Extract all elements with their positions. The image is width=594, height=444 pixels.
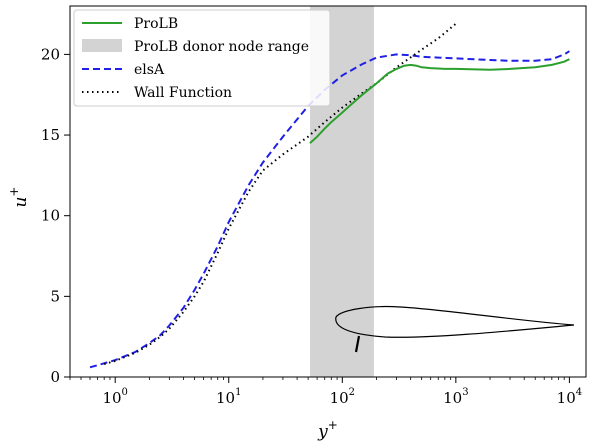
x-tick-label-base: 10 <box>557 389 576 407</box>
y-tick-label: 10 <box>41 207 60 225</box>
legend-label-prolb: ProLB <box>134 16 178 32</box>
airfoil-outline <box>335 305 575 338</box>
y-axis-label-sup: + <box>7 186 21 196</box>
x-axis-label-sup: + <box>328 418 338 432</box>
x-axis-label-base: y <box>317 422 328 442</box>
x-tick-label: 101 <box>216 387 241 407</box>
legend-label-donor-band: ProLB donor node range <box>134 39 309 55</box>
series-line-prolb <box>309 58 570 144</box>
legend-box <box>73 9 331 107</box>
legend-label-elsA: elsA <box>134 62 165 78</box>
x-axis-ticks: 100 101 102 103 104 <box>69 377 582 407</box>
x-tick-label-base: 10 <box>102 389 121 407</box>
x-tick-label-exp: 3 <box>462 387 468 398</box>
legend: ProLB ProLB donor node range elsA Wall F… <box>73 9 331 107</box>
legend-label-wall-function: Wall Function <box>134 85 232 101</box>
x-tick-label: 102 <box>330 387 355 407</box>
y-tick-label: 15 <box>41 126 60 144</box>
x-tick-label: 100 <box>102 387 127 407</box>
x-tick-label-exp: 4 <box>576 387 582 398</box>
x-tick-label-exp: 1 <box>235 387 241 398</box>
x-tick-label-base: 10 <box>330 389 349 407</box>
y-tick-label: 0 <box>50 368 60 386</box>
airfoil-inset-icon <box>335 305 575 353</box>
legend-swatch-donor-band <box>82 39 122 52</box>
x-tick-label: 103 <box>443 387 468 407</box>
x-tick-label-base: 10 <box>443 389 462 407</box>
x-axis-label: y+ <box>317 418 338 442</box>
y-axis-ticks: 0 5 10 15 20 <box>41 45 70 386</box>
y-tick-label: 5 <box>50 287 60 305</box>
plot-frame <box>69 5 587 378</box>
y-axis-label: u+ <box>7 186 31 207</box>
airfoil-probe-line <box>354 335 361 353</box>
x-tick-label-exp: 2 <box>349 387 355 398</box>
y-axis-label-base: u <box>11 197 31 208</box>
x-tick-label-base: 10 <box>216 389 235 407</box>
x-tick-label: 104 <box>557 387 582 407</box>
x-tick-label-exp: 0 <box>122 387 128 398</box>
y-tick-label: 20 <box>41 45 60 63</box>
